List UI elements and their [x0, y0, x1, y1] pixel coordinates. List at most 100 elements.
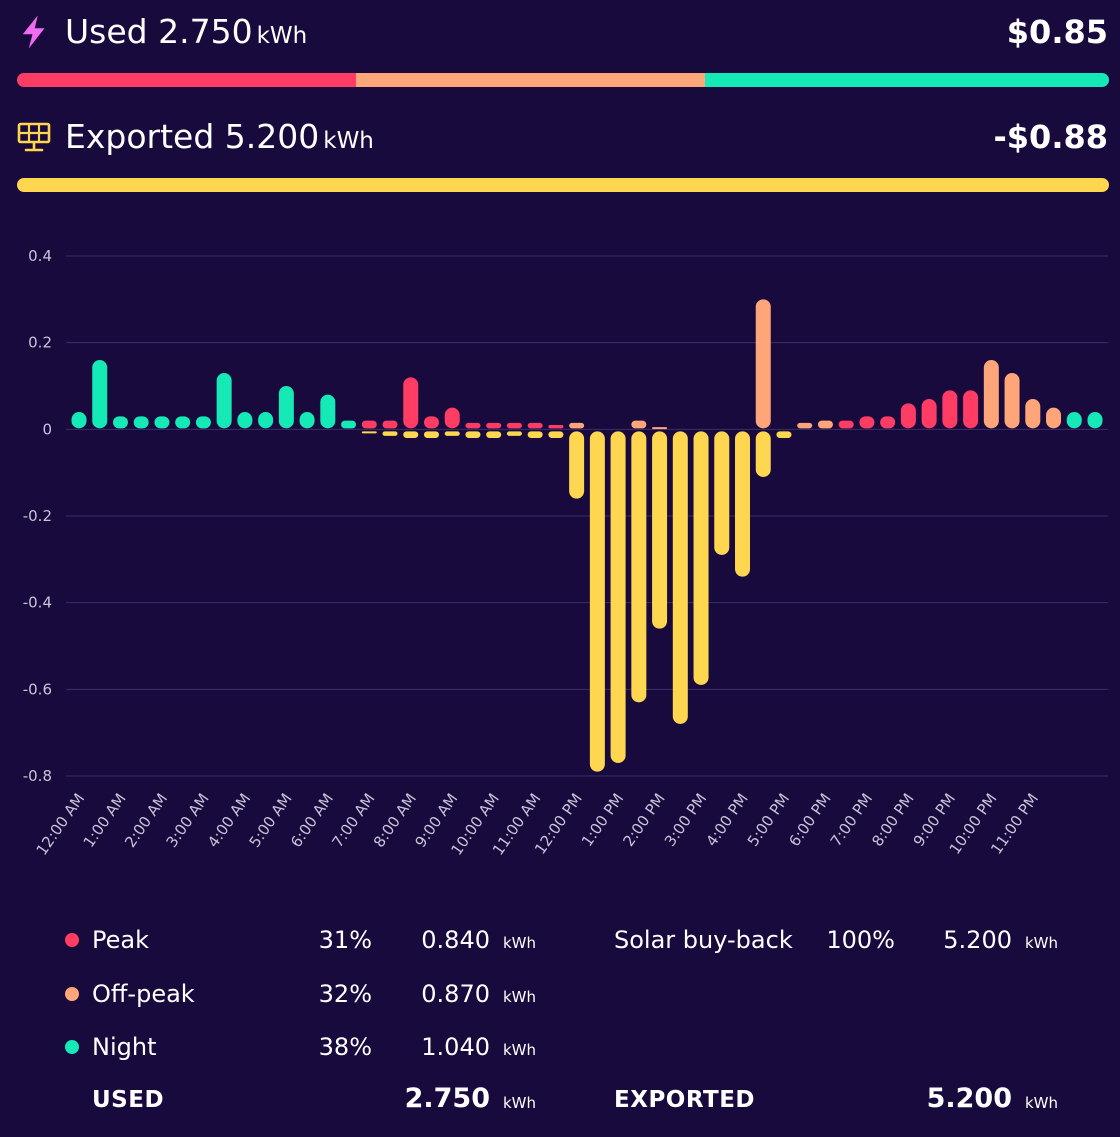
- used-bar: [527, 422, 543, 429]
- peak-unit: kWh: [503, 934, 537, 952]
- peak-percent: 31%: [318, 926, 372, 954]
- export-bar: [444, 431, 460, 436]
- night-legend-dot: [65, 1040, 79, 1054]
- used-summary: Used 2.750 kWh $0.85: [16, 12, 1108, 52]
- x-tick-label: 12:00 AM: [33, 790, 89, 859]
- exported-credit: -$0.88: [993, 118, 1109, 156]
- offpeak-unit: kWh: [503, 988, 537, 1006]
- solar-buyback-kwh: 5.200: [943, 926, 1012, 954]
- used-bar: [569, 422, 585, 429]
- y-tick-label: -0.6: [23, 680, 52, 698]
- used-bar: [880, 416, 896, 429]
- export-bar: [610, 431, 626, 763]
- used-total-kwh: 2.750: [404, 1083, 490, 1114]
- night-kwh: 1.040: [421, 1033, 490, 1061]
- offpeak-kwh: 0.870: [421, 980, 490, 1008]
- export-bar: [776, 431, 792, 438]
- used-split-night: [704, 73, 1109, 87]
- export-bar: [672, 431, 688, 724]
- export-bar: [652, 431, 668, 629]
- used-bar: [486, 422, 502, 429]
- used-bar: [112, 416, 128, 429]
- export-bar: [735, 431, 751, 577]
- used-bar: [797, 422, 813, 429]
- used-bar: [755, 299, 771, 429]
- offpeak-legend-dot: [65, 987, 79, 1001]
- used-bar: [942, 390, 958, 429]
- night-unit: kWh: [503, 1041, 537, 1059]
- export-bar: [506, 431, 522, 436]
- y-tick-label: 0: [42, 420, 52, 438]
- exported-summary: Exported 5.200 kWh -$0.88: [16, 117, 1108, 157]
- export-bar: [693, 431, 709, 685]
- used-bar: [506, 422, 522, 429]
- export-bar: [486, 431, 502, 438]
- used-title: Used 2.750 kWh: [65, 12, 308, 51]
- used-bar: [444, 407, 460, 429]
- lightning-bolt-icon: [22, 15, 45, 49]
- export-bar: [569, 431, 585, 499]
- exported-bar-fill: [17, 178, 1109, 192]
- used-bar: [237, 412, 253, 429]
- solar-buyback-percent: 100%: [826, 926, 895, 954]
- used-bar: [71, 412, 87, 429]
- export-bar: [361, 431, 377, 434]
- y-tick-label: 0.2: [28, 334, 52, 352]
- exported-total-label: EXPORTED: [614, 1087, 756, 1113]
- used-bar: [195, 416, 211, 429]
- used-bar: [548, 425, 564, 429]
- export-bar: [548, 431, 564, 438]
- used-unit: kWh: [256, 23, 308, 49]
- y-tick-label: -0.8: [23, 767, 52, 785]
- used-bar: [278, 386, 294, 429]
- export-bar: [631, 431, 647, 703]
- used-bar: [92, 360, 108, 429]
- solar-buyback-label: Solar buy-back: [614, 926, 793, 954]
- night-label: Night: [92, 1033, 157, 1061]
- used-bar: [817, 420, 833, 429]
- exported-bar: [17, 178, 1109, 192]
- offpeak-percent: 32%: [318, 980, 372, 1008]
- used-bar: [983, 360, 999, 429]
- used-bar: [258, 412, 274, 429]
- y-tick-label: -0.2: [23, 507, 52, 525]
- night-percent: 38%: [318, 1033, 372, 1061]
- used-bar: [631, 420, 647, 429]
- used-bar: [900, 403, 916, 429]
- used-total-unit: kWh: [503, 1094, 537, 1112]
- used-bar: [652, 427, 668, 430]
- used-bar: [133, 416, 149, 429]
- export-bar: [403, 431, 419, 438]
- used-bar: [423, 416, 439, 429]
- used-bar: [154, 416, 170, 429]
- used-bar: [1025, 399, 1041, 429]
- export-bar: [527, 431, 543, 438]
- used-split-offpeak: [355, 73, 705, 87]
- used-split-peak: [17, 73, 356, 87]
- used-split-bar: [17, 73, 1109, 87]
- exported-total-unit: kWh: [1025, 1094, 1059, 1112]
- used-bar: [175, 416, 191, 429]
- used-bar: [859, 416, 875, 429]
- used-bar: [341, 420, 357, 429]
- used-bar: [1046, 407, 1062, 429]
- peak-legend-dot: [65, 933, 79, 947]
- used-bar: [465, 422, 481, 429]
- offpeak-label: Off-peak: [92, 980, 195, 1008]
- peak-label: Peak: [92, 926, 149, 954]
- used-bar: [361, 420, 377, 429]
- usage-chart: 0.40.20-0.2-0.4-0.6-0.812:00 AM1:00 AM2:…: [23, 247, 1108, 859]
- export-bar: [755, 431, 771, 477]
- y-tick-label: -0.4: [23, 594, 52, 612]
- used-bar: [1087, 412, 1103, 429]
- used-bar: [382, 420, 398, 429]
- exported-unit: kWh: [323, 128, 374, 154]
- used-bar: [403, 377, 419, 429]
- used-total-label: USED: [92, 1087, 165, 1113]
- export-bar: [423, 431, 439, 438]
- export-bar: [465, 431, 481, 438]
- solar-buyback-unit: kWh: [1025, 934, 1059, 952]
- used-bar: [1066, 412, 1082, 429]
- used-bar: [216, 373, 232, 429]
- y-tick-label: 0.4: [28, 247, 52, 265]
